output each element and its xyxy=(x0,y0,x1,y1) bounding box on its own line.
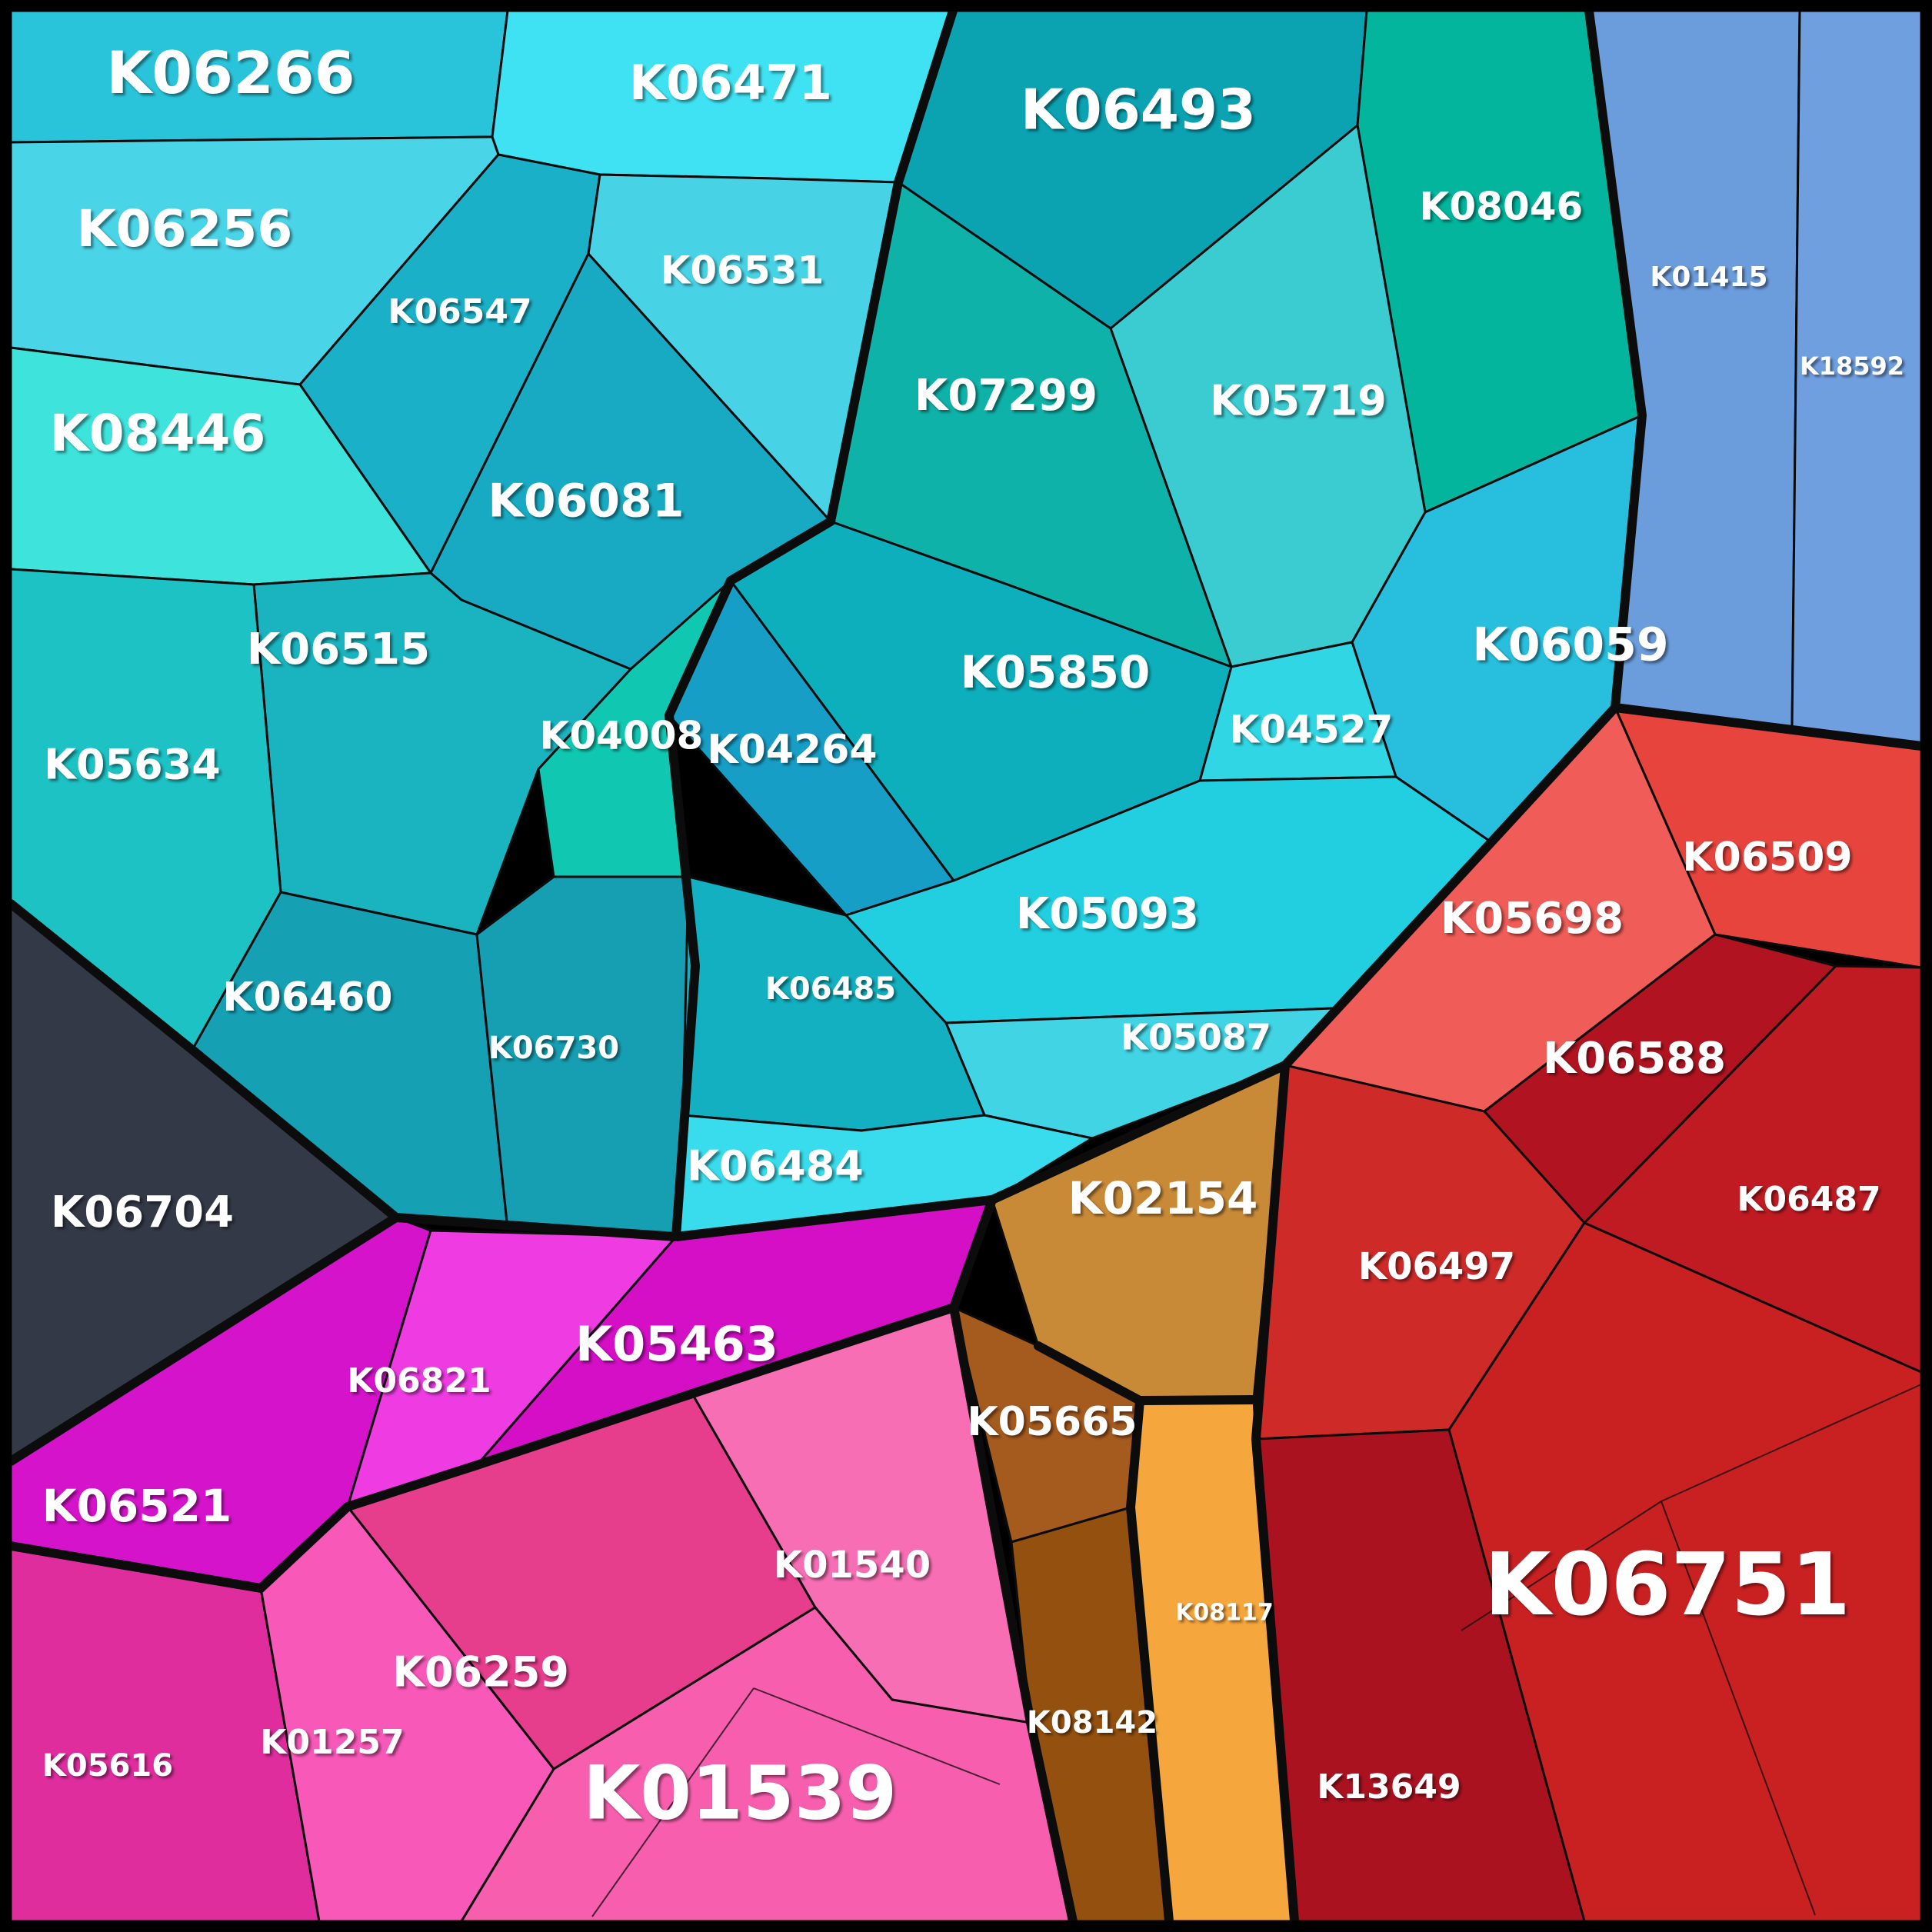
cells-layer xyxy=(9,9,1923,1923)
cell-label-K08446: K08446 xyxy=(50,404,266,463)
cell-label-K06531: K06531 xyxy=(661,248,824,293)
cluster-border xyxy=(671,1195,997,1241)
cluster-borders-layer xyxy=(6,6,1926,1926)
labels-layer: K06266 K06471 K06256 K06547 K06531 K08446 K060… xyxy=(42,38,1904,1836)
cell-label-K06704: K06704 xyxy=(51,1188,234,1237)
cluster-border xyxy=(1251,1061,1299,1926)
cell-label-K01257: K01257 xyxy=(260,1723,404,1762)
cluster-border xyxy=(665,6,958,1241)
cell-label-K06266: K06266 xyxy=(106,38,355,107)
cell-label-K01415: K01415 xyxy=(1650,261,1767,293)
cell-label-K06751: K06751 xyxy=(1484,1535,1850,1635)
cell-label-K06509: K06509 xyxy=(1682,834,1852,881)
cell-label-K08142: K08142 xyxy=(1027,1705,1158,1740)
cell-label-K06259: K06259 xyxy=(392,1648,569,1697)
cell-label-K06471: K06471 xyxy=(629,55,832,111)
cell-label-K04527: K04527 xyxy=(1230,708,1394,752)
cell-label-K06485: K06485 xyxy=(765,971,896,1007)
cell-label-K01540: K01540 xyxy=(774,1544,931,1587)
cell-label-K06460: K06460 xyxy=(222,974,392,1021)
cluster-border xyxy=(1584,6,1647,712)
cell-label-K05850: K05850 xyxy=(961,646,1151,698)
thin-line xyxy=(1661,1501,1816,1916)
cell-label-K05719: K05719 xyxy=(1210,377,1387,425)
cluster-border xyxy=(6,1213,401,1466)
cell-label-K06588: K06588 xyxy=(1543,1034,1726,1084)
thin-line xyxy=(1461,1501,1662,1631)
cell-label-K05665: K05665 xyxy=(967,1399,1137,1445)
cluster-border xyxy=(391,1213,681,1241)
cell-label-K06256: K06256 xyxy=(77,199,293,258)
thin-subdivision-lines xyxy=(591,1384,1922,1917)
cell-label-K06493: K06493 xyxy=(1021,78,1256,142)
cell-label-K05616: K05616 xyxy=(42,1748,173,1784)
cell-label-K06515: K06515 xyxy=(247,625,430,675)
cluster-border xyxy=(1126,1396,1174,1926)
cluster-border xyxy=(6,899,401,1222)
thin-line xyxy=(753,1687,1001,1785)
cell-label-K07299: K07299 xyxy=(914,371,1098,421)
cell-label-K06059: K06059 xyxy=(1472,618,1668,672)
cell-label-K06487: K06487 xyxy=(1737,1180,1880,1219)
cell-label-K05087: K05087 xyxy=(1121,1017,1271,1058)
cell-label-K08046: K08046 xyxy=(1420,185,1584,229)
cell-label-K01539: K01539 xyxy=(583,1750,897,1836)
cell-label-K08117: K08117 xyxy=(1175,1600,1274,1627)
cell-label-K13649: K13649 xyxy=(1317,1767,1461,1807)
cluster-border xyxy=(988,1061,1290,1204)
cell-label-K04008: K04008 xyxy=(540,714,704,758)
cell-label-K05093: K05093 xyxy=(1016,889,1199,939)
cluster-border xyxy=(1611,703,1926,751)
cluster-border xyxy=(1281,703,1620,1070)
cell-label-K06497: K06497 xyxy=(1358,1245,1515,1288)
cell-label-K04264: K04264 xyxy=(707,727,877,773)
thin-line xyxy=(1661,1384,1922,1502)
cell-label-K06081: K06081 xyxy=(488,475,684,528)
cell-label-K06484: K06484 xyxy=(687,1142,864,1191)
cell-label-K06521: K06521 xyxy=(42,1480,232,1532)
cell-label-K05698: K05698 xyxy=(1441,894,1624,944)
thin-line xyxy=(591,1687,754,1917)
cluster-border xyxy=(949,1195,1078,1926)
cluster-border xyxy=(6,1303,958,1593)
cell-label-K06730: K06730 xyxy=(488,1031,619,1066)
cell-label-K02154: K02154 xyxy=(1068,1172,1258,1224)
cell-label-K06547: K06547 xyxy=(388,292,531,331)
cell-label-K05463: K05463 xyxy=(575,1316,778,1372)
cell-label-K06821: K06821 xyxy=(347,1361,491,1401)
cell-label-K18592: K18592 xyxy=(1800,351,1904,381)
cell-label-K05634: K05634 xyxy=(44,741,221,789)
